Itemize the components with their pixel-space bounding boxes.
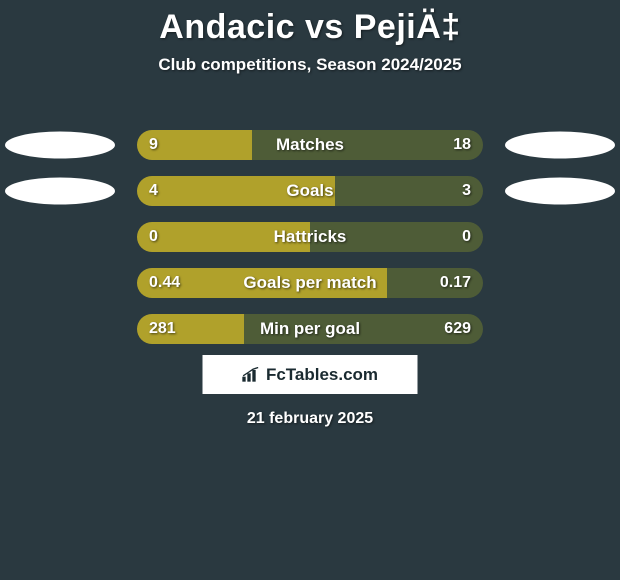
page-subtitle: Club competitions, Season 2024/2025 [0,55,620,75]
brand-badge[interactable]: FcTables.com [203,355,418,394]
stat-label: Goals per match [137,273,483,293]
page-title: Andacic vs PejiÄ‡ [0,0,620,47]
comparison-infographic: Andacic vs PejiÄ‡ Club competitions, Sea… [0,0,620,580]
stat-row: 0.440.17Goals per match [0,260,620,306]
date-line: 21 february 2025 [0,410,620,428]
player-avatar-right [505,132,615,159]
stats-area: 918Matches 43Goals 00Hattricks 0.440.17Goal… [0,122,620,352]
stat-row: 281629Min per goal [0,306,620,352]
player-avatar-left [5,178,115,205]
stat-bar: 43Goals [137,176,483,206]
stat-row: 43Goals [0,168,620,214]
player-avatar-right [505,178,615,205]
stat-bar: 281629Min per goal [137,314,483,344]
player-avatar-left [5,132,115,159]
stat-bar: 0.440.17Goals per match [137,268,483,298]
stat-bar: 918Matches [137,130,483,160]
stat-row: 918Matches [0,122,620,168]
stat-label: Matches [137,135,483,155]
brand-text: FcTables.com [266,365,378,385]
stat-bar: 00Hattricks [137,222,483,252]
stat-label: Goals [137,181,483,201]
bar-chart-icon [242,367,262,383]
stat-label: Min per goal [137,319,483,339]
stat-row: 00Hattricks [0,214,620,260]
stat-label: Hattricks [137,227,483,247]
